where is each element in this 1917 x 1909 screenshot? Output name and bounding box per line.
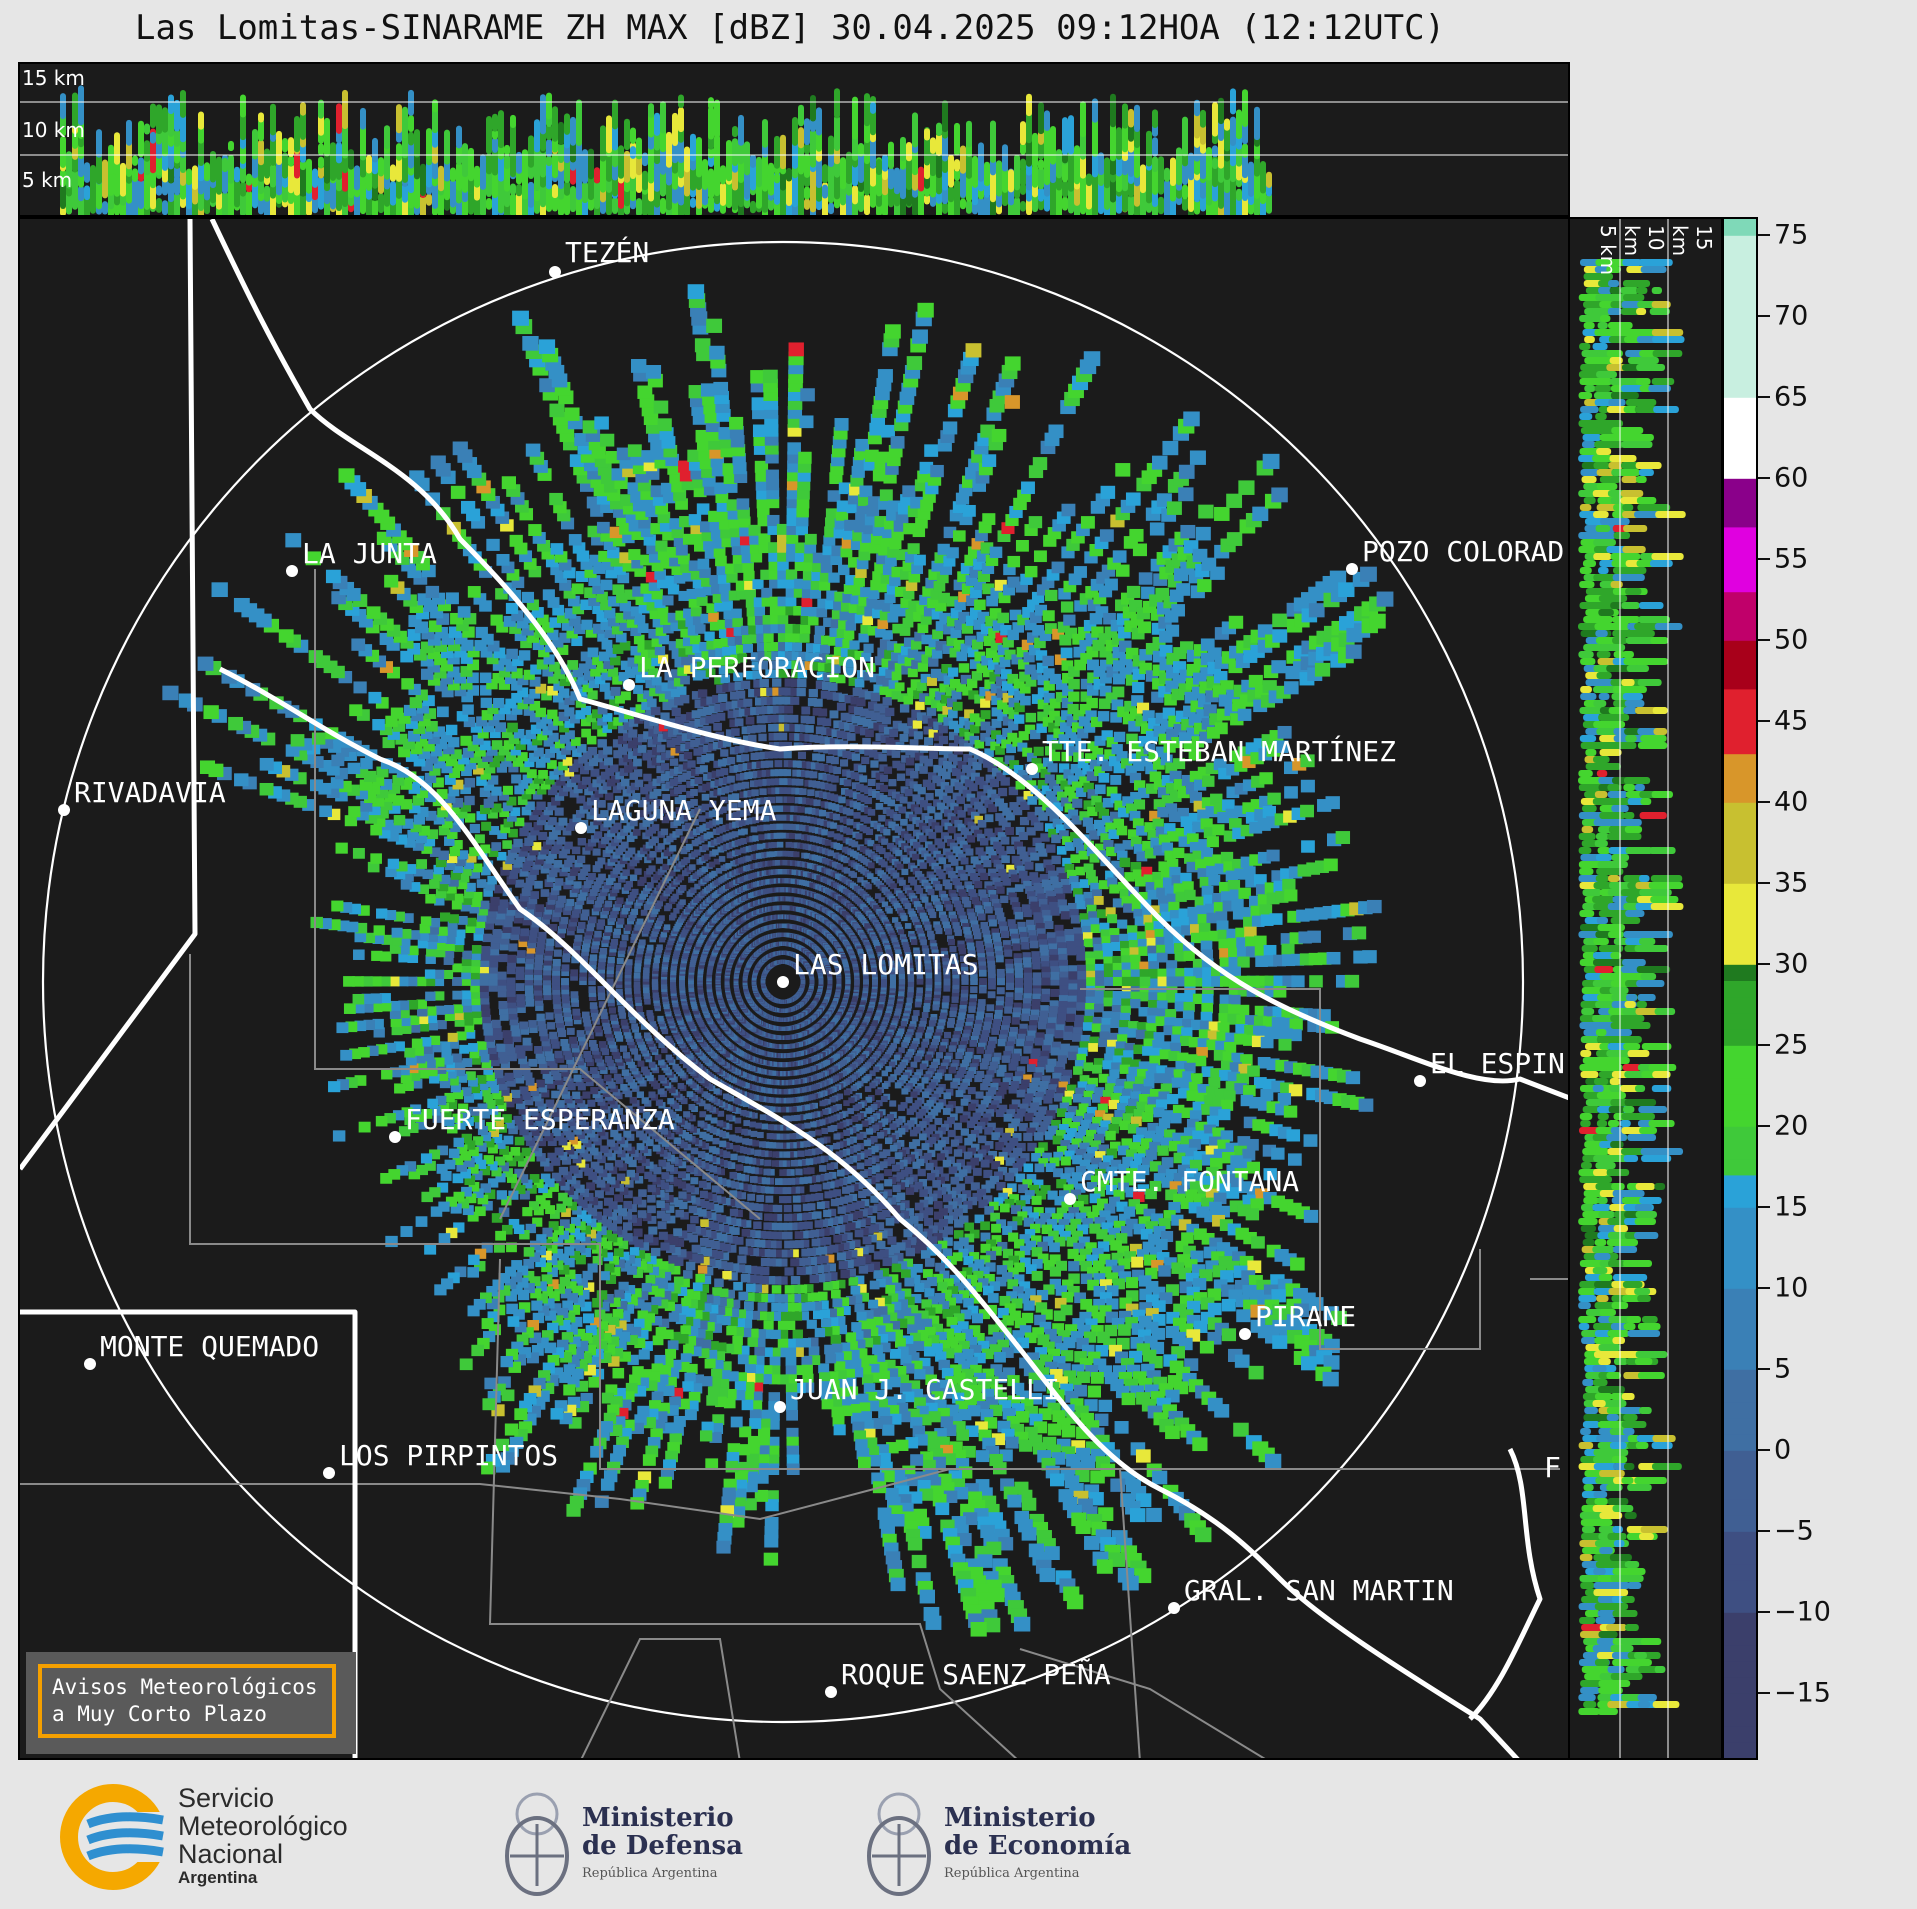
colorbar-tick-label: 15 (1774, 1191, 1809, 1223)
avisos-line2: a Muy Corto Plazo (52, 1702, 267, 1726)
radar-map[interactable]: TEZÉN LA JUNTA POZO COLORAD LA PERFORACI… (18, 217, 1570, 1760)
footer-logos: Servicio Meteorológico Nacional Argentin… (0, 1762, 1917, 1909)
colorbar-tick (1758, 1044, 1770, 1047)
economia-line3: República Argentina (944, 1866, 1080, 1881)
colorbar-tick (1758, 801, 1770, 804)
colorbar-tick (1758, 1611, 1770, 1614)
colorbar-tick-label: 30 (1774, 948, 1809, 980)
colorbar-tick (1758, 720, 1770, 723)
smn-line4: Argentina (178, 1868, 258, 1887)
colorbar-tick (1758, 1125, 1770, 1128)
colorbar-tick (1758, 1368, 1770, 1371)
colorbar-tick-label: −10 (1774, 1596, 1831, 1628)
km-label-r10: 10 km (1620, 225, 1668, 257)
km-label-r15: 15 km (1668, 225, 1716, 257)
colorbar-tick-label: 40 (1774, 786, 1809, 818)
dbz-colorbar (1722, 217, 1758, 1760)
colorbar-tick (1758, 315, 1770, 318)
colorbar-tick (1758, 1692, 1770, 1695)
colorbar-tick (1758, 1449, 1770, 1452)
avisos-line1: Avisos Meteorológicos (52, 1675, 318, 1699)
colorbar-tick (1758, 477, 1770, 480)
colorbar-tick-label: 60 (1774, 462, 1809, 494)
avisos-box: Avisos Meteorológicos a Muy Corto Plazo (26, 1652, 356, 1754)
colorbar-tick-label: 55 (1774, 543, 1809, 575)
top-cross-section: 15 km 10 km 5 km (18, 62, 1570, 217)
colorbar-tick (1758, 558, 1770, 561)
colorbar-tick-label: 50 (1774, 624, 1809, 656)
colorbar-tick-label: 25 (1774, 1029, 1809, 1061)
defensa-line1: Ministerio (582, 1803, 734, 1833)
map-title: Las Lomitas-SINARAME ZH MAX [dBZ] 30.04.… (134, 8, 1446, 48)
defensa-line2: de Defensa (582, 1831, 743, 1861)
colorbar-tick-label: 0 (1774, 1434, 1792, 1466)
colorbar-tick-label: −5 (1774, 1515, 1814, 1547)
colorbar-tick (1758, 396, 1770, 399)
colorbar-tick-label: 35 (1774, 867, 1809, 899)
defensa-line3: República Argentina (582, 1866, 718, 1881)
colorbar-tick-label: 10 (1774, 1272, 1809, 1304)
km-label-15: 15 km (22, 66, 85, 90)
right-cross-section: 5 km 10 km 15 km (1570, 217, 1723, 1760)
km-label-5: 5 km (22, 168, 73, 192)
smn-logo-icon (60, 1784, 168, 1890)
colorbar-tick (1758, 234, 1770, 237)
colorbar-tick (1758, 639, 1770, 642)
colorbar-tick (1758, 1206, 1770, 1209)
colorbar-tick-label: 65 (1774, 381, 1809, 413)
coat-of-arms-defensa-icon (505, 1792, 569, 1896)
colorbar-tick (1758, 963, 1770, 966)
colorbar-tick (1758, 882, 1770, 885)
colorbar-tick (1758, 1287, 1770, 1290)
colorbar-tick-label: 75 (1774, 219, 1809, 251)
smn-line2: Meteorológico (178, 1811, 348, 1841)
colorbar-tick-label: 45 (1774, 705, 1809, 737)
colorbar-tick-label: 70 (1774, 300, 1809, 332)
edge-city-label: F (1544, 1451, 1561, 1484)
colorbar-tick-label: 5 (1774, 1353, 1792, 1385)
economia-line1: Ministerio (944, 1803, 1096, 1833)
colorbar-tick-label: −15 (1774, 1677, 1831, 1709)
smn-line1: Servicio (178, 1783, 275, 1813)
colorbar-tick (1758, 1530, 1770, 1533)
coat-of-arms-economia-icon (867, 1792, 931, 1896)
economia-line2: de Economía (944, 1831, 1132, 1861)
smn-line3: Nacional (178, 1839, 284, 1869)
km-label-10: 10 km (22, 118, 85, 142)
colorbar-tick-label: 20 (1774, 1110, 1809, 1142)
km-label-r5: 5 km (1596, 225, 1620, 276)
